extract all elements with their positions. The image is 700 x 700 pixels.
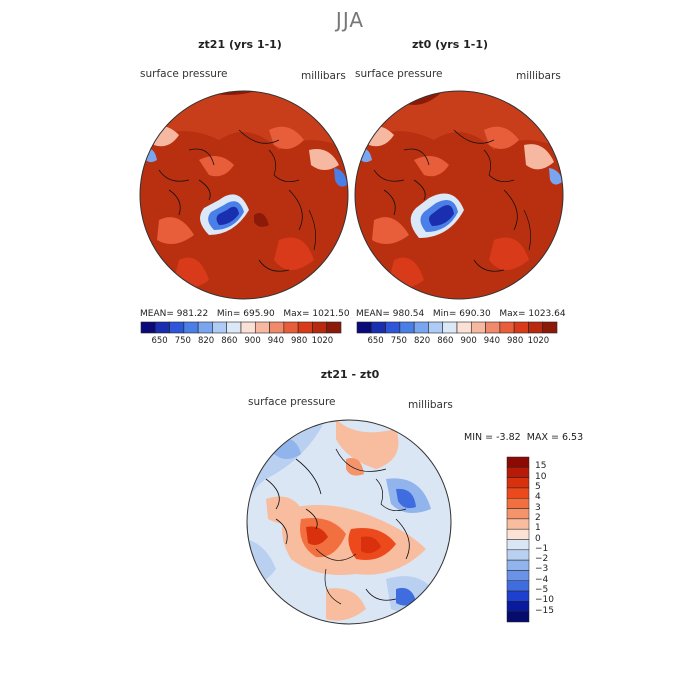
colorbar-swatch (506, 601, 530, 612)
colorbar-tick-label: 820 (413, 336, 431, 346)
colorbar-ticks-difference: 15 10 5 4 3 2 1 0 −1 −2 −3 −4 −5 −10 −15 (535, 457, 575, 622)
colorbar-swatch (506, 498, 530, 509)
diff-title: zt21 - zt0 (320, 368, 380, 381)
colorbar-tick-label: 900 (244, 336, 261, 346)
colorbar-zt21 (140, 321, 342, 334)
colorbar-swatch (413, 321, 429, 334)
colorbar-tick-label: 980 (507, 336, 524, 346)
colorbar-zt0 (356, 321, 558, 334)
diff-units-label: millibars (408, 399, 453, 411)
colorbar-tick-label: 900 (460, 336, 477, 346)
colorbar-swatch (506, 580, 530, 592)
colorbar-swatch (506, 518, 530, 530)
colorbar-swatch (506, 559, 530, 571)
colorbar-swatch (385, 321, 401, 334)
colorbar-tick-label: −5 (535, 585, 549, 596)
polar-map-difference (246, 419, 452, 625)
colorbar-swatch (513, 321, 529, 334)
figure-title: JJA (335, 8, 365, 32)
panel-stats-zt21: MEAN= 981.22 Min= 695.90 Max= 1021.50 (140, 309, 350, 319)
colorbar-tick-label: 650 (367, 336, 384, 346)
colorbar-tick-label: 820 (197, 336, 215, 346)
colorbar-swatch (470, 321, 486, 334)
colorbar-swatch (154, 321, 170, 334)
colorbar-tick-label: 1020 (311, 336, 334, 346)
colorbar-ticks-zt21: 650 750 820 860 900 940 980 1020 (141, 336, 341, 348)
colorbar-tick-label: 940 (483, 336, 500, 346)
colorbar-difference (506, 456, 530, 623)
polar-map-zt21 (139, 90, 349, 300)
colorbar-tick-label: 15 (535, 461, 547, 472)
colorbar-tick-label: 1020 (527, 336, 550, 346)
colorbar-swatch (356, 321, 372, 334)
colorbar-swatch (312, 321, 328, 334)
colorbar-swatch (506, 487, 530, 499)
colorbar-tick-label: 0 (535, 533, 541, 544)
diff-field-label: surface pressure (248, 396, 336, 408)
colorbar-tick-label: 4 (535, 492, 541, 503)
colorbar-swatch (506, 528, 530, 540)
polar-map-zt0 (354, 90, 564, 300)
colorbar-swatch (506, 508, 530, 520)
panel-title-zt0: zt0 (yrs 1-1) (411, 38, 489, 51)
colorbar-tick-label: −2 (535, 554, 549, 565)
colorbar-tick-label: 860 (221, 336, 238, 346)
colorbar-swatch (506, 611, 530, 623)
colorbar-swatch (183, 321, 199, 334)
panel-field-label: surface pressure (140, 68, 228, 80)
colorbar-swatch (212, 321, 228, 334)
colorbar-tick-label: 860 (437, 336, 454, 346)
colorbar-tick-label: −10 (535, 595, 554, 606)
colorbar-tick-label: 5 (535, 481, 541, 492)
colorbar-swatch (399, 321, 415, 334)
colorbar-swatch (506, 570, 530, 581)
colorbar-swatch (506, 590, 530, 602)
colorbar-swatch (499, 321, 515, 334)
colorbar-tick-label: −15 (535, 605, 554, 616)
colorbar-swatch (226, 321, 242, 334)
colorbar-swatch (542, 321, 558, 334)
colorbar-tick-label: 750 (174, 336, 191, 346)
colorbar-tick-label: 750 (390, 336, 407, 346)
panel-units-label: millibars (516, 70, 561, 82)
colorbar-tick-label: 10 (535, 471, 547, 482)
panel-units-label: millibars (301, 70, 346, 82)
colorbar-tick-label: −4 (535, 574, 549, 585)
colorbar-swatch (283, 321, 299, 334)
colorbar-tick-label: 1 (535, 523, 541, 534)
colorbar-tick-label: 980 (291, 336, 308, 346)
colorbar-swatch (506, 539, 530, 551)
colorbar-swatch (506, 456, 530, 468)
colorbar-swatch (506, 477, 530, 489)
colorbar-tick-label: 650 (151, 336, 168, 346)
colorbar-swatch (297, 321, 313, 334)
colorbar-tick-label: 3 (535, 502, 541, 513)
colorbar-tick-label: −1 (535, 543, 549, 554)
colorbar-swatch (428, 321, 444, 334)
panel-stats-zt0: MEAN= 980.54 Min= 690.30 Max= 1023.64 (356, 309, 566, 319)
colorbar-swatch (269, 321, 285, 334)
colorbar-swatch (326, 321, 342, 334)
colorbar-swatch (485, 321, 501, 334)
colorbar-swatch (254, 321, 270, 334)
colorbar-ticks-zt0: 650 750 820 860 900 940 980 1020 (357, 336, 557, 348)
colorbar-swatch (240, 321, 256, 334)
colorbar-swatch (169, 321, 185, 334)
colorbar-tick-label: 2 (535, 512, 541, 523)
colorbar-swatch (456, 321, 472, 334)
panel-field-label: surface pressure (355, 68, 443, 80)
colorbar-swatch (197, 321, 213, 334)
colorbar-swatch (140, 321, 156, 334)
colorbar-tick-label: 940 (267, 336, 284, 346)
diff-min-max: MIN = -3.82 MAX = 6.53 (464, 432, 584, 443)
colorbar-swatch (442, 321, 458, 334)
colorbar-swatch (506, 467, 530, 478)
panel-title-zt21: zt21 (yrs 1-1) (198, 38, 282, 51)
colorbar-swatch (370, 321, 386, 334)
colorbar-swatch (506, 549, 530, 561)
colorbar-tick-label: −3 (535, 564, 549, 575)
colorbar-swatch (528, 321, 544, 334)
